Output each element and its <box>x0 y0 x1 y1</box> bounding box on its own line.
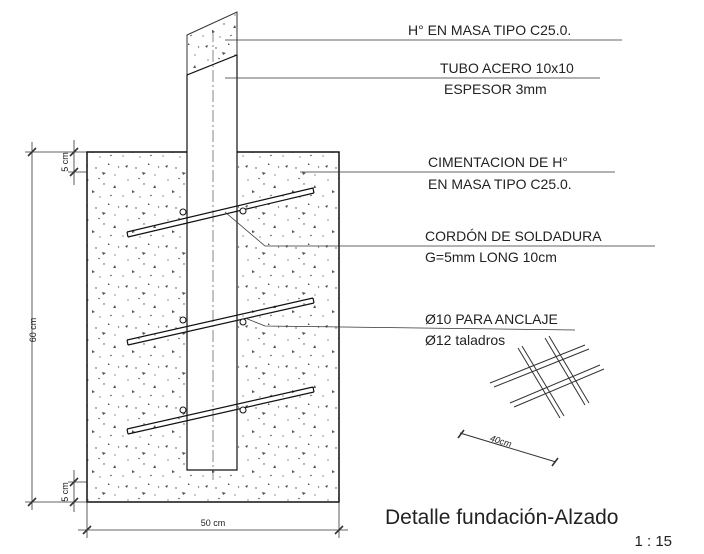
label: CORDÓN DE SOLDADURA <box>425 228 602 244</box>
label: G=5mm LONG 10cm <box>425 249 557 265</box>
dimension-label: 60 cm <box>28 318 38 343</box>
drawing: H° EN MASA TIPO C25.0. TUBO ACERO 10x10 … <box>0 0 704 554</box>
drawing-scale: 1 : 15 <box>634 533 672 550</box>
drawing-title: Detalle fundación-Alzado <box>385 506 618 529</box>
label: Ø10 PARA ANCLAJE <box>425 311 558 327</box>
dimension-label: 5 cm <box>60 152 70 172</box>
dimension-label: 50 cm <box>201 518 226 528</box>
foundation <box>87 12 339 502</box>
dimension-label: 5 cm <box>60 482 70 502</box>
label: ESPESOR 3mm <box>444 81 547 97</box>
label: CIMENTACION DE H° <box>428 154 568 170</box>
label: TUBO ACERO 10x10 <box>440 60 574 76</box>
dimension-label: 40cm <box>489 433 513 449</box>
label: EN MASA TIPO C25.0. <box>428 176 572 192</box>
label: H° EN MASA TIPO C25.0. <box>408 22 571 38</box>
mesh-detail <box>458 336 604 466</box>
label: Ø12 taladros <box>425 332 505 348</box>
